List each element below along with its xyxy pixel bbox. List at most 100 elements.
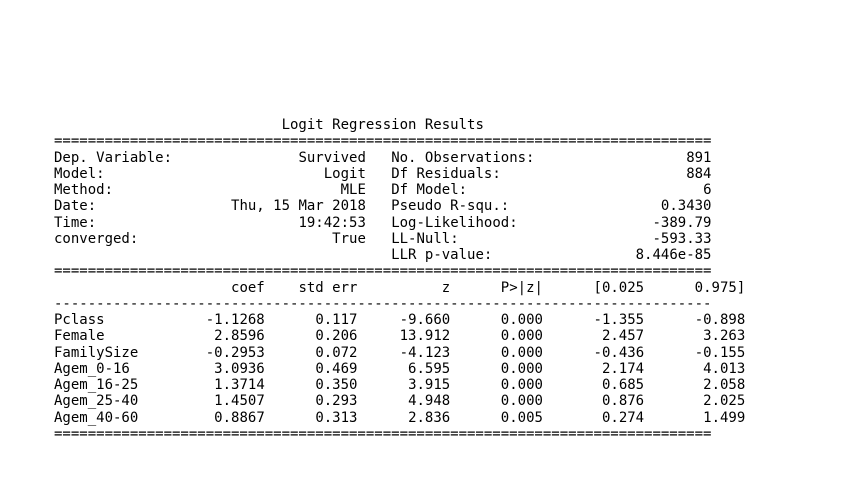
table-cell: 1.4507 — [214, 393, 265, 410]
header-row: Dep. Variable: Survived No. Observations… — [54, 150, 745, 166]
column-header: P>|z| — [500, 279, 543, 296]
header-value: MLE — [340, 182, 366, 198]
table-cell: 3.0936 — [214, 360, 265, 377]
table-cell: 0.293 — [315, 393, 358, 410]
row-label: Pclass — [54, 312, 105, 328]
row-label: FamilySize — [54, 344, 139, 361]
coef-header-row: coef std err z P>|z| [0.025 0.975] — [54, 280, 745, 296]
column-header: [0.025 — [593, 279, 645, 296]
column-header: coef — [231, 279, 265, 296]
table-cell: 0.350 — [315, 377, 358, 393]
column-header: std err — [298, 279, 358, 296]
page-title: Logit Regression Results — [281, 117, 484, 133]
table-cell: -9.660 — [399, 312, 451, 328]
header-value: Thu, 15 Mar 2018 — [231, 198, 366, 215]
table-cell: 6.595 — [408, 360, 451, 377]
table-cell: 0.000 — [500, 360, 543, 377]
table-cell: -0.436 — [593, 344, 645, 361]
table-cell: 0.206 — [315, 328, 358, 345]
table-cell: 2.058 — [703, 377, 746, 393]
header-row: converged: True LL-Null: -593.33 — [54, 231, 745, 247]
table-row: Female 2.8596 0.206 13.912 0.000 2.457 3… — [54, 328, 745, 344]
header-label: LL-Null: — [391, 230, 459, 247]
double-rule: ========================================… — [54, 425, 712, 442]
header-value: True — [332, 230, 366, 247]
table-row: Pclass -1.1268 0.117 -9.660 0.000 -1.355… — [54, 312, 745, 328]
header-label: Method: — [54, 182, 114, 198]
header-value: 6 — [703, 182, 712, 198]
table-cell: 4.013 — [703, 360, 746, 377]
table-cell: 1.3714 — [214, 377, 265, 393]
header-value: -593.33 — [652, 230, 712, 247]
table-cell: 0.005 — [500, 409, 543, 426]
table-row: Agem_16-25 1.3714 0.350 3.915 0.000 0.68… — [54, 377, 745, 393]
table-cell: -0.898 — [694, 312, 746, 328]
header-label: Pseudo R-squ.: — [391, 198, 510, 215]
row-label: Agem_0-16 — [54, 360, 130, 377]
regression-summary: Logit Regression Results ================… — [54, 117, 745, 442]
table-cell: 2.457 — [601, 328, 645, 345]
table-cell: 13.912 — [399, 328, 451, 345]
header-label: converged: — [54, 230, 139, 247]
table-cell: 0.876 — [601, 393, 645, 410]
table-cell: 0.685 — [601, 377, 645, 393]
table-cell: -1.355 — [593, 312, 645, 328]
table-cell: 3.263 — [703, 328, 746, 345]
header-row: LLR p-value: 8.446e-85 — [54, 247, 745, 263]
table-row: FamilySize -0.2953 0.072 -4.123 0.000 -0… — [54, 345, 745, 361]
header-value: 884 — [686, 165, 712, 182]
row-label: Agem_25-40 — [54, 393, 139, 410]
header-label: Df Residuals: — [391, 165, 501, 182]
header-value: -389.79 — [652, 214, 712, 231]
table-cell: -1.1268 — [205, 312, 265, 328]
header-label: Date: — [54, 198, 97, 215]
table-row: Agem_40-60 0.8867 0.313 2.836 0.005 0.27… — [54, 410, 745, 426]
row-label: Agem_40-60 — [54, 409, 139, 426]
header-value: Logit — [323, 165, 366, 182]
header-label: Model: — [54, 165, 105, 182]
table-cell: 2.8596 — [214, 328, 265, 345]
table-cell: -0.155 — [694, 344, 746, 361]
table-cell: 2.025 — [703, 393, 746, 410]
column-header: 0.975] — [694, 279, 746, 296]
table-cell: 0.117 — [315, 312, 358, 328]
header-value: 8.446e-85 — [635, 247, 712, 263]
header-value: 0.3430 — [660, 198, 712, 215]
header-label: Df Model: — [391, 182, 468, 198]
table-cell: 0.274 — [601, 409, 645, 426]
header-label: Log-Likelihood: — [391, 214, 518, 231]
table-cell: -0.2953 — [205, 344, 265, 361]
dash-rule: ----------------------------------------… — [54, 295, 712, 312]
header-label: No. Observations: — [391, 149, 535, 166]
table-cell: 0.313 — [315, 409, 358, 426]
header-row: Date: Thu, 15 Mar 2018 Pseudo R-squ.: 0.… — [54, 198, 745, 214]
table-cell: -4.123 — [399, 344, 451, 361]
table-cell: 0.8867 — [214, 409, 265, 426]
table-cell: 1.499 — [703, 409, 746, 426]
table-cell: 3.915 — [408, 377, 451, 393]
table-cell: 0.000 — [500, 393, 543, 410]
header-label: Time: — [54, 214, 97, 231]
table-row: Agem_25-40 1.4507 0.293 4.948 0.000 0.87… — [54, 393, 745, 409]
header-row: Method: MLE Df Model: 6 — [54, 182, 745, 198]
double-rule: ========================================… — [54, 263, 712, 280]
header-row: Time: 19:42:53 Log-Likelihood: -389.79 — [54, 215, 745, 231]
table-cell: 0.469 — [315, 360, 358, 377]
summary-title: Logit Regression Results — [54, 117, 745, 133]
header-row: Model: Logit Df Residuals: 884 — [54, 166, 745, 182]
table-row: Agem_0-16 3.0936 0.469 6.595 0.000 2.174… — [54, 361, 745, 377]
table-cell: 0.072 — [315, 344, 358, 361]
header-value: Survived — [298, 149, 366, 166]
double-rule: ========================================… — [54, 133, 712, 150]
table-cell: 2.836 — [408, 409, 451, 426]
table-cell: 0.000 — [500, 312, 543, 328]
row-label: Female — [54, 328, 105, 345]
header-label: LLR p-value: — [391, 247, 493, 263]
table-cell: 0.000 — [500, 344, 543, 361]
row-label: Agem_16-25 — [54, 377, 139, 393]
table-cell: 2.174 — [601, 360, 645, 377]
header-value: 891 — [686, 149, 712, 166]
column-header: z — [441, 279, 451, 296]
header-label: Dep. Variable: — [54, 149, 173, 166]
table-cell: 0.000 — [500, 377, 543, 393]
